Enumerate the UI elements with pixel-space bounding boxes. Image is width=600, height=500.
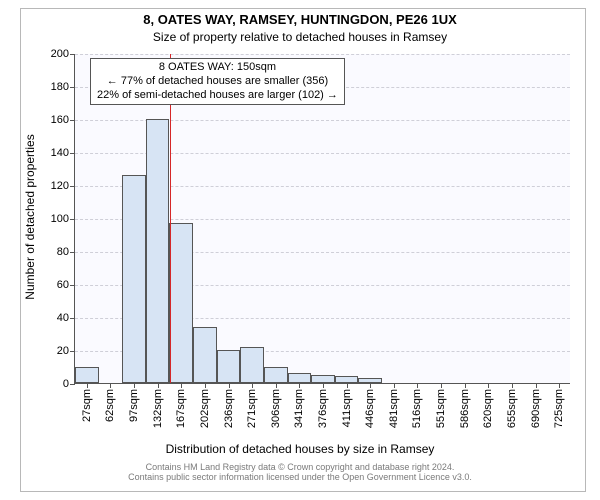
xtick-label: 27sqm (81, 383, 93, 422)
xtick-label: 655sqm (506, 383, 518, 428)
page-subtitle: Size of property relative to detached ho… (0, 30, 600, 44)
gridline (75, 54, 570, 55)
xtick-label: 551sqm (435, 383, 447, 428)
xtick-label: 341sqm (293, 383, 305, 428)
annotation-line-3: 22% of semi-detached houses are larger (… (97, 89, 338, 103)
ytick-label: 100 (51, 213, 75, 225)
ytick-label: 140 (51, 147, 75, 159)
ytick-label: 20 (57, 345, 75, 357)
ytick-label: 120 (51, 180, 75, 192)
footer-line-2: Contains public sector information licen… (0, 472, 600, 482)
xtick-label: 620sqm (482, 383, 494, 428)
xtick-label: 271sqm (246, 383, 258, 428)
xtick-label: 97sqm (128, 383, 140, 422)
histogram-bar (264, 367, 288, 384)
histogram-bar (169, 223, 193, 383)
ytick-label: 200 (51, 48, 75, 60)
footer-line-1: Contains HM Land Registry data © Crown c… (0, 462, 600, 472)
xtick-label: 202sqm (199, 383, 211, 428)
xtick-label: 376sqm (317, 383, 329, 428)
ytick-label: 80 (57, 246, 75, 258)
chart-container: 8, OATES WAY, RAMSEY, HUNTINGDON, PE26 1… (0, 0, 600, 500)
ytick-label: 60 (57, 279, 75, 291)
histogram-bar (146, 119, 170, 383)
annotation-line-2: ← 77% of detached houses are smaller (35… (97, 75, 338, 89)
page-title: 8, OATES WAY, RAMSEY, HUNTINGDON, PE26 1… (0, 12, 600, 27)
histogram-bar (193, 327, 217, 383)
xtick-label: 446sqm (364, 383, 376, 428)
histogram-bar (240, 347, 264, 383)
xtick-label: 132sqm (152, 383, 164, 428)
ytick-label: 40 (57, 312, 75, 324)
annotation-line-1: 8 OATES WAY: 150sqm (97, 61, 338, 75)
histogram-bar (122, 175, 146, 383)
xtick-label: 725sqm (553, 383, 565, 428)
xtick-label: 62sqm (104, 383, 116, 422)
ytick-label: 180 (51, 81, 75, 93)
xtick-label: 481sqm (388, 383, 400, 428)
x-axis-label: Distribution of detached houses by size … (0, 442, 600, 456)
annotation-box: 8 OATES WAY: 150sqm ← 77% of detached ho… (90, 58, 345, 105)
xtick-label: 516sqm (411, 383, 423, 428)
xtick-label: 411sqm (341, 383, 353, 427)
histogram-bar (75, 367, 99, 384)
histogram-bar (311, 375, 335, 383)
ytick-label: 160 (51, 114, 75, 126)
xtick-label: 167sqm (175, 383, 187, 428)
histogram-bar (217, 350, 241, 383)
y-axis-label: Number of detached properties (23, 127, 37, 307)
xtick-label: 306sqm (270, 383, 282, 428)
xtick-label: 690sqm (530, 383, 542, 428)
ytick-label: 0 (63, 378, 75, 390)
xtick-label: 586sqm (459, 383, 471, 428)
footer: Contains HM Land Registry data © Crown c… (0, 462, 600, 482)
histogram-bar (288, 373, 312, 383)
xtick-label: 236sqm (223, 383, 235, 428)
histogram-bar (335, 376, 359, 383)
